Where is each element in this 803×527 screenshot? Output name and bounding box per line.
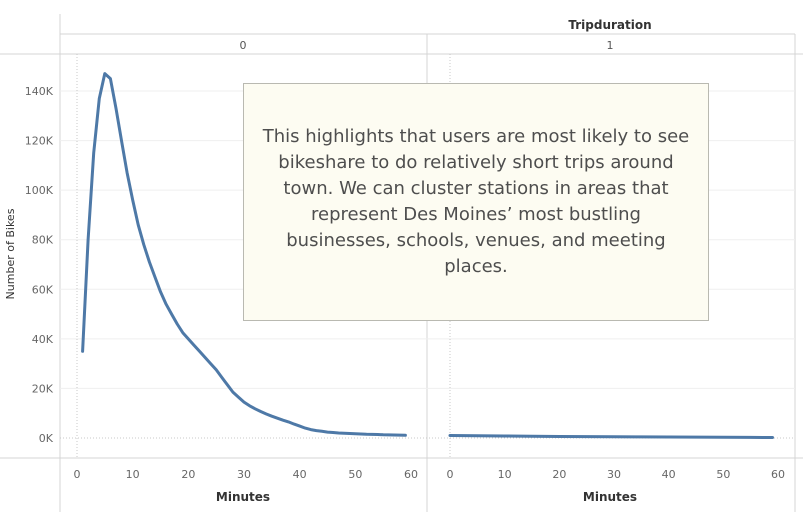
header-title: Tripduration (568, 18, 651, 32)
x-tick-label: 30 (237, 468, 251, 481)
x-tick-label: 30 (607, 468, 621, 481)
y-tick-label: 60K (32, 283, 54, 296)
x-tick-label: 60 (771, 468, 785, 481)
x-tick-label: 20 (181, 468, 195, 481)
annotation-box: This highlights that users are most like… (243, 83, 709, 321)
y-tick-label: 140K (25, 85, 54, 98)
x-tick-label: 0 (447, 468, 454, 481)
panel-header-1: 1 (607, 39, 614, 52)
y-tick-label: 80K (32, 234, 54, 247)
x-axis-title-1: Minutes (583, 490, 637, 504)
y-tick-label: 0K (39, 432, 54, 445)
x-tick-label: 50 (716, 468, 730, 481)
y-tick-label: 100K (25, 184, 54, 197)
x-tick-label: 20 (552, 468, 566, 481)
y-tick-label: 120K (25, 135, 54, 148)
panel-header-0: 0 (240, 39, 247, 52)
y-tick-label: 40K (32, 333, 54, 346)
x-axis-title-0: Minutes (216, 490, 270, 504)
x-tick-label: 50 (348, 468, 362, 481)
series (81, 72, 774, 439)
x-tick-label: 10 (498, 468, 512, 481)
x-tick-label: 0 (74, 468, 81, 481)
tick-labels: 0K 20K 40K 60K 80K 100K 120K 140K 0 10 20 30 40 50 60 0… (25, 85, 785, 481)
series-line-panel-1 (448, 434, 774, 439)
x-tick-label: 10 (126, 468, 140, 481)
y-tick-label: 20K (32, 382, 54, 395)
series-line-panel-0 (81, 72, 407, 437)
x-tick-label: 60 (404, 468, 418, 481)
x-tick-label: 40 (662, 468, 676, 481)
x-tick-label: 40 (293, 468, 307, 481)
y-axis-title: Number of Bikes (4, 208, 17, 299)
annotation-text: This highlights that users are most like… (262, 126, 690, 277)
